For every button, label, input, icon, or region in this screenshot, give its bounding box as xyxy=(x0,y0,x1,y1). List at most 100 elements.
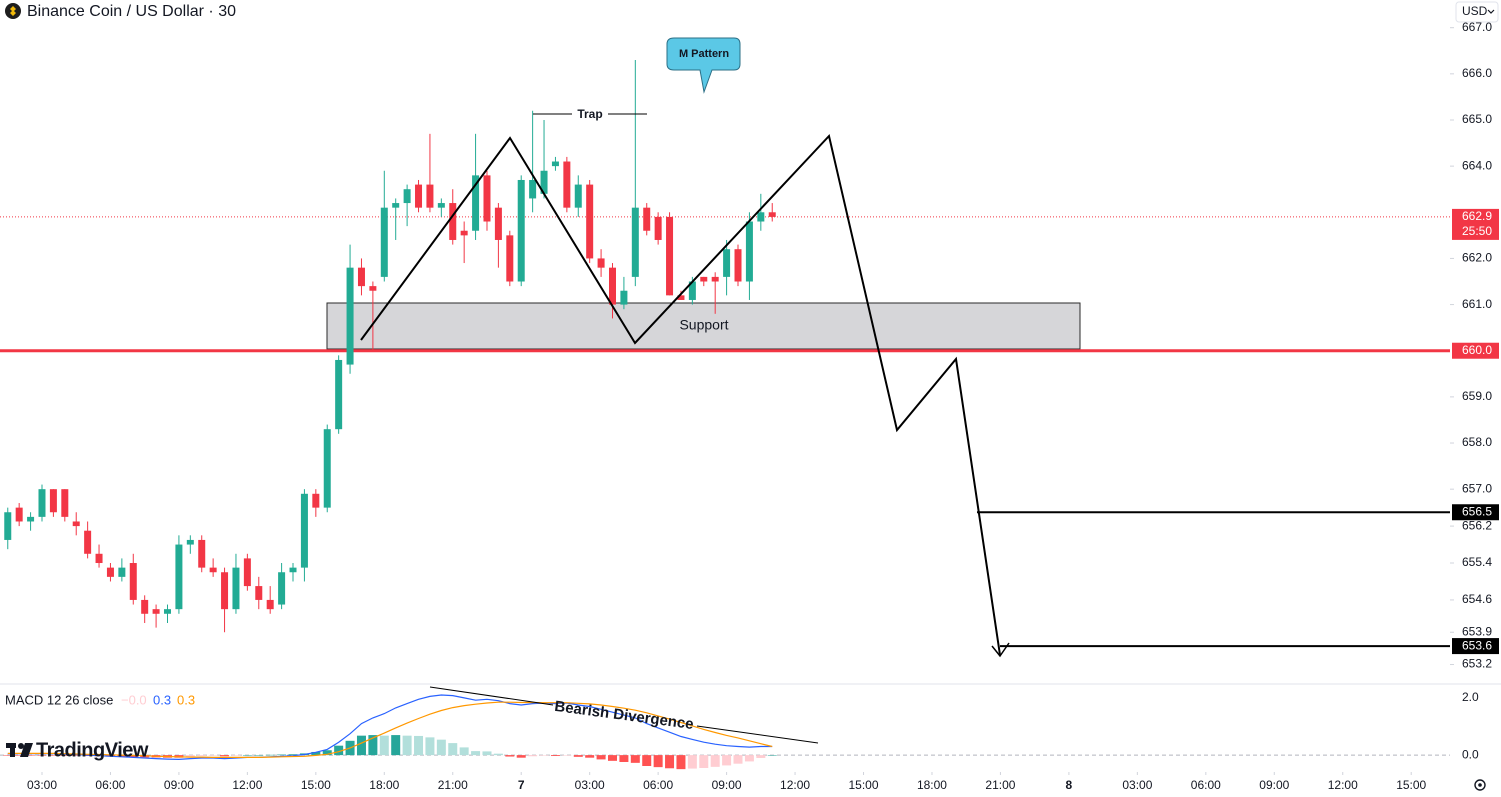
candle-body xyxy=(597,258,605,268)
candle-body xyxy=(460,230,468,236)
histogram-bar xyxy=(710,755,720,767)
x-tick-label: 15:00 xyxy=(849,778,879,792)
indicator-tick-label: 2.0 xyxy=(1462,690,1479,704)
y-tick-label: 656.2 xyxy=(1462,518,1492,532)
x-tick-label: 03:00 xyxy=(1122,778,1152,792)
histogram-bar xyxy=(265,754,275,756)
x-tick-label: 21:00 xyxy=(438,778,468,792)
pattern-label: M Pattern xyxy=(679,48,729,60)
x-tick-label: 06:00 xyxy=(643,778,673,792)
x-tick-label: 18:00 xyxy=(917,778,947,792)
pattern-callout xyxy=(666,37,741,94)
candle-body xyxy=(757,212,765,222)
candle-body xyxy=(677,295,685,300)
y-tick-label: 662.0 xyxy=(1462,251,1492,265)
candle-body xyxy=(745,221,753,282)
candle-body xyxy=(666,216,674,296)
histogram-bar xyxy=(26,755,36,756)
brand-logo xyxy=(6,743,33,757)
x-tick-label: 21:00 xyxy=(985,778,1015,792)
x-tick-label: 15:00 xyxy=(301,778,331,792)
candle-body xyxy=(38,489,46,517)
histogram-bar xyxy=(379,735,389,756)
histogram-bar xyxy=(642,755,652,766)
histogram-bar xyxy=(128,755,138,758)
histogram-bar xyxy=(48,755,58,756)
x-tick-label: 7 xyxy=(518,778,525,792)
candle-body xyxy=(106,567,114,577)
indicator-legend-value: −0.0 xyxy=(121,692,147,707)
candle-body xyxy=(631,207,639,277)
histogram-bar xyxy=(311,751,321,756)
histogram-bar xyxy=(242,755,252,756)
level-badge xyxy=(1452,638,1499,655)
currency-chevron[interactable] xyxy=(1487,9,1495,14)
y-tick-label: 661.0 xyxy=(1462,297,1492,311)
indicator-line xyxy=(7,701,773,758)
candle-body xyxy=(574,184,582,208)
candle-body xyxy=(266,599,274,610)
candle-body xyxy=(95,553,103,564)
pattern-arrowhead xyxy=(991,642,1010,658)
histogram-bar xyxy=(539,755,549,756)
histogram-bar xyxy=(493,753,503,756)
y-tick-label: 657.0 xyxy=(1462,481,1492,495)
histogram-bar xyxy=(630,755,640,763)
divergence-line xyxy=(696,725,819,744)
candle-body xyxy=(608,267,616,305)
histogram-bar xyxy=(722,755,732,766)
settings-button-center[interactable] xyxy=(1478,783,1482,787)
candle-body xyxy=(517,179,525,282)
histogram-bar xyxy=(585,755,595,758)
candle-body xyxy=(620,290,628,305)
x-tick-label: 15:00 xyxy=(1396,778,1426,792)
x-tick-label: 06:00 xyxy=(1191,778,1221,792)
histogram-bar xyxy=(402,735,412,756)
candle-body xyxy=(734,249,742,282)
candle-body xyxy=(426,184,434,208)
candle-body xyxy=(27,516,35,522)
histogram-bar xyxy=(288,754,298,756)
candle-body xyxy=(529,179,537,199)
y-tick-label: 653.9 xyxy=(1462,624,1492,638)
candle-body xyxy=(551,161,559,167)
candle-body xyxy=(335,359,343,430)
symbol-logo-mark xyxy=(10,6,16,16)
x-tick-label: 09:00 xyxy=(1259,778,1289,792)
currency-label[interactable]: USD xyxy=(1462,4,1488,18)
histogram-bar xyxy=(197,755,207,756)
candle-body xyxy=(152,609,160,614)
histogram-bar xyxy=(528,755,538,757)
y-tick-label: 654.6 xyxy=(1462,592,1492,606)
histogram-bar xyxy=(60,755,70,756)
y-tick-label: 658.0 xyxy=(1462,435,1492,449)
settings-button[interactable] xyxy=(1474,779,1486,791)
histogram-bar xyxy=(699,755,709,768)
trap-label: Trap xyxy=(577,107,602,121)
candle-body xyxy=(723,249,731,277)
histogram-bar xyxy=(448,743,458,756)
histogram-bar xyxy=(37,755,47,756)
candle-body xyxy=(164,609,172,614)
histogram-bar xyxy=(550,755,560,756)
candle-body xyxy=(392,203,400,208)
candle-body xyxy=(540,170,548,194)
histogram-bar xyxy=(733,755,743,764)
currency-button[interactable] xyxy=(1455,1,1499,23)
candle-body xyxy=(437,203,445,208)
candle-body xyxy=(415,184,423,208)
histogram-bar xyxy=(3,755,13,756)
candle-body xyxy=(700,276,708,282)
histogram-bar xyxy=(676,755,686,770)
candle-body xyxy=(586,184,594,259)
histogram-bar xyxy=(185,755,195,757)
level-badge xyxy=(1452,342,1499,359)
x-tick-label: 09:00 xyxy=(164,778,194,792)
candle-body xyxy=(369,286,377,291)
macd-layer xyxy=(0,694,1450,770)
histogram-bar xyxy=(573,755,583,757)
candle-body xyxy=(198,539,206,568)
candle-body xyxy=(563,161,571,208)
